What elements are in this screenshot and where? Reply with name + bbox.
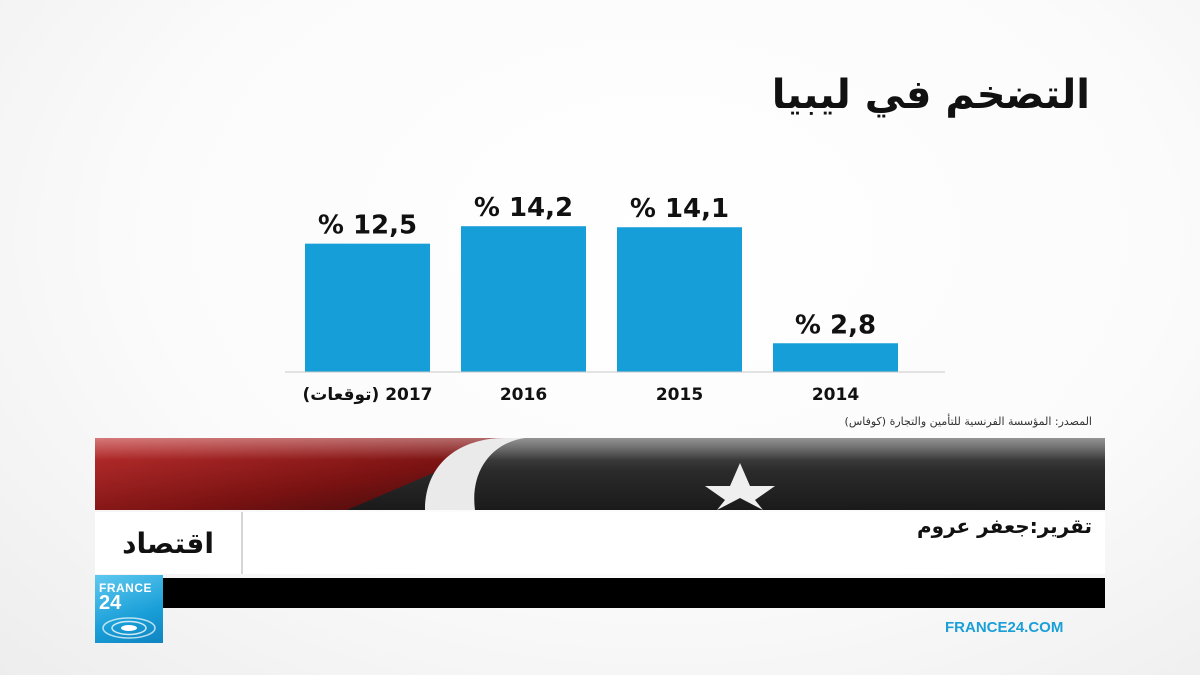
category-label-0: 2017 (توقعات) xyxy=(302,385,432,405)
reporter-credit: تقرير:جعفر عروم xyxy=(917,514,1092,538)
value-label-1: % 14,2 xyxy=(474,193,573,223)
bar-3 xyxy=(773,343,898,372)
bar-chart: % 12,5 % 14,2 % 14,1 % 2,8 2017 (توقعات) 201… xyxy=(285,193,945,405)
france24-logo: FRANCE 24 xyxy=(95,575,163,643)
antenna-waves-icon xyxy=(102,617,156,639)
channel-url: FRANCE24.COM xyxy=(945,619,1064,636)
value-label-3: % 2,8 xyxy=(795,310,876,340)
category-label-3: 2014 xyxy=(812,385,859,405)
section-label: اقتصاد xyxy=(95,512,243,574)
flag-banner xyxy=(95,438,1105,510)
ticker-bar xyxy=(95,578,1105,608)
lower-third-panel xyxy=(95,512,1105,574)
bar-0 xyxy=(305,243,430,372)
bar-1 xyxy=(461,226,586,372)
source-note: المصدر: المؤسسة الفرنسية للتأمين والتجار… xyxy=(844,415,1092,428)
value-label-0: % 12,5 xyxy=(318,211,417,241)
value-label-2: % 14,1 xyxy=(630,194,729,224)
bar-2 xyxy=(617,227,742,372)
category-label-2: 2015 xyxy=(656,385,703,405)
category-label-1: 2016 xyxy=(500,385,547,405)
star-icon xyxy=(705,463,775,510)
chart-title: التضخم في ليبيا xyxy=(771,72,1090,118)
crescent-icon xyxy=(425,438,525,510)
